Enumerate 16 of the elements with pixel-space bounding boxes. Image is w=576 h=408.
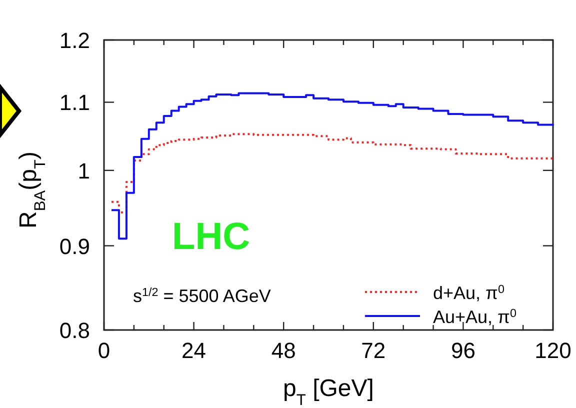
x-tick-label: 120: [534, 338, 572, 363]
annotation: LHC: [172, 216, 250, 258]
x-tick-label: 72: [361, 338, 386, 363]
y-tick-label: 0.8: [59, 318, 90, 343]
y-tick-label: 0.9: [59, 234, 90, 259]
x-tick-label: 48: [271, 338, 296, 363]
legend-label: Au+Au, π$^{0}$: [433, 306, 517, 327]
y-tick-label: 1: [78, 158, 90, 184]
y-tick-label: 1.1: [59, 90, 90, 116]
legend-label: d+Au, π$^{0}$: [433, 282, 505, 303]
x-tick-label: 96: [450, 338, 476, 363]
x-tick-label: 24: [182, 338, 206, 363]
y-tick-label: 1.2: [59, 28, 90, 53]
x-tick-label: 0: [98, 338, 110, 363]
x-axis-title: p$_{T}$ [GeV]: [283, 375, 374, 408]
annotation: s$^{1/2}$ = 5500 AGeV: [133, 286, 271, 306]
